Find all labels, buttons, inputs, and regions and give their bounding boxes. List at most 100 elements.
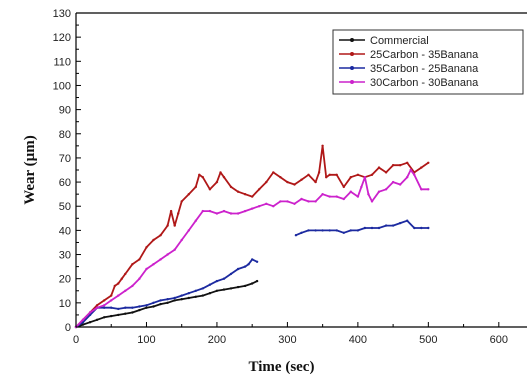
data-point [406, 176, 409, 179]
x-tick-label: 300 [278, 334, 296, 346]
data-point [159, 234, 162, 237]
data-point [328, 195, 331, 198]
data-point [391, 224, 395, 227]
data-point [138, 308, 141, 312]
series-layer [74, 144, 430, 329]
data-point [180, 294, 183, 297]
data-point [208, 283, 212, 286]
data-point [131, 306, 134, 309]
data-point [124, 306, 127, 309]
data-point [166, 301, 169, 304]
data-point [215, 289, 219, 292]
legend-marker [350, 66, 354, 70]
y-tick-label: 40 [59, 225, 71, 237]
x-tick-label: 400 [349, 334, 367, 346]
data-point [152, 305, 155, 308]
data-point [370, 226, 374, 230]
data-point [427, 161, 430, 164]
data-point [420, 166, 423, 169]
data-point [349, 229, 352, 232]
series-line-4 [75, 169, 429, 328]
data-point [173, 299, 176, 302]
data-point [317, 171, 321, 174]
data-point [194, 289, 197, 292]
legend-marker [350, 80, 354, 84]
data-point [420, 188, 423, 191]
data-point [145, 304, 148, 307]
data-point [321, 229, 324, 232]
data-point [370, 173, 374, 176]
data-point [247, 263, 250, 266]
data-point [145, 267, 148, 271]
data-point [286, 200, 289, 203]
y-tick-label: 70 [59, 153, 71, 165]
data-point [307, 229, 310, 232]
data-point [201, 294, 204, 297]
series-line-2 [75, 144, 429, 328]
data-point [391, 180, 395, 184]
data-point [427, 226, 430, 230]
data-point [367, 193, 370, 196]
data-point [222, 288, 226, 291]
data-point [219, 171, 222, 174]
y-tick-label: 30 [59, 250, 71, 262]
data-point [251, 282, 254, 285]
axes-layer: 0 10 20 30 40 50 60 70 80 90 100 110 120 130 0 100 200 30… [53, 8, 508, 346]
data-point [215, 279, 219, 283]
y-tick-label: 20 [59, 274, 71, 286]
data-point [363, 226, 367, 230]
data-point [279, 176, 282, 179]
data-point [95, 318, 99, 321]
y-axis-title: Wear (µm) [22, 135, 38, 205]
data-point [208, 209, 212, 213]
y-tick-label: 10 [59, 298, 71, 310]
legend-label: 25Carbon - 35Banana [370, 49, 479, 61]
data-point [342, 185, 345, 189]
data-point [110, 314, 113, 318]
data-point [258, 188, 261, 191]
data-point [187, 296, 190, 300]
x-tick-label: 600 [490, 334, 508, 346]
x-tick-label: 100 [137, 334, 155, 346]
data-point [286, 180, 289, 184]
legend: Commercial 25Carbon - 35Banana 35Carbon - … [332, 29, 524, 95]
data-point [251, 207, 254, 210]
legend-label: 35Carbon - 25Banana [370, 63, 479, 75]
data-point [265, 202, 268, 205]
x-tick-label: 0 [73, 334, 79, 346]
data-point [279, 200, 282, 203]
data-point [201, 287, 204, 290]
data-point [169, 209, 173, 213]
data-point [194, 219, 197, 222]
data-point [236, 267, 240, 271]
data-point [187, 193, 190, 196]
data-point [145, 306, 148, 309]
data-point [81, 323, 85, 326]
data-point [399, 183, 402, 186]
data-point [131, 263, 134, 266]
data-point [166, 298, 169, 301]
series-line-3 [295, 219, 429, 237]
data-point [272, 171, 275, 174]
data-point [229, 212, 233, 215]
data-point [328, 173, 331, 176]
data-point [236, 285, 240, 289]
data-point [138, 258, 141, 261]
data-point [95, 304, 99, 307]
data-point [293, 202, 296, 205]
y-tick-label: 0 [65, 322, 71, 334]
data-point [349, 190, 352, 193]
data-point [95, 306, 99, 309]
x-tick-label: 200 [208, 334, 226, 346]
data-point [399, 164, 402, 167]
data-point [272, 205, 275, 208]
data-point [377, 190, 381, 193]
data-point [152, 263, 155, 266]
y-tick-label: 60 [59, 177, 71, 189]
data-point [222, 176, 226, 179]
data-point [166, 224, 169, 227]
data-point [229, 272, 233, 276]
data-point [117, 282, 120, 285]
data-point [194, 295, 197, 298]
